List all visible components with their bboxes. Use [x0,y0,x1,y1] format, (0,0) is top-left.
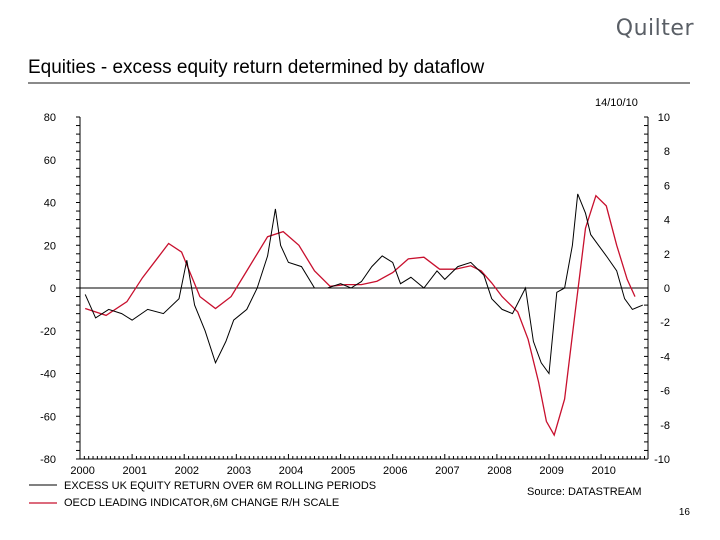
right-axis-tick-label: 6 [664,180,670,192]
series-line-oecd-leading-indicator [84,194,636,437]
right-axis-tick-label: 8 [664,146,670,158]
left-axis-tick-label: 20 [44,240,56,252]
bottom-axis-tick-label: 2005 [331,465,355,477]
right-axis-tick-label: -4 [660,351,670,363]
bottom-axis-tick-label: 2010 [591,465,615,477]
right-axis-tick-label: 10 [658,112,670,124]
left-axis-tick-label: -60 [40,411,56,423]
bottom-axis-tick-label: 2001 [122,465,146,477]
bottom-axis-tick-labels: 2000 2001 2002 2003 2004 2005 2006 2007 2008 2009… [70,465,616,477]
bottom-axis-tick-label: 2004 [279,465,303,477]
right-axis-tick-label: -8 [660,420,670,432]
left-axis-tick-label: 60 [44,155,56,167]
left-axis-tick-label: -80 [40,454,56,466]
brand-logo: Quilter [615,16,694,41]
right-axis-tick-label: -10 [654,454,670,466]
bottom-axis-tick-label: 2007 [435,465,459,477]
left-axis-tick-label: 0 [50,283,56,295]
legend-label-oecd-indicator: OECD LEADING INDICATOR,6M CHANGE R/H SCA… [64,497,339,509]
bottom-axis-tick-label: 2009 [539,465,563,477]
right-axis-tick-label: 0 [664,283,670,295]
left-axis-tick-label: 80 [44,112,56,124]
slide-title: Equities - excess equity return determin… [28,57,485,78]
left-axis-tick-labels: 80 60 40 20 0 -20 -40 -60 -80 [40,112,56,466]
bottom-axis-tick-label: 2000 [70,465,94,477]
bottom-axis-tick-label: 2003 [227,465,251,477]
series-line-excess-equity-return [84,193,643,375]
bottom-axis-tick-label: 2006 [383,465,407,477]
left-axis-tick-label: 40 [44,198,56,210]
bottom-axis-minor-ticks [79,454,646,459]
right-axis-tick-label: 2 [664,249,670,261]
bottom-axis-tick-label: 2008 [487,465,511,477]
chart-date-label: 14/10/10 [595,97,638,109]
right-axis-tick-label: -2 [660,317,670,329]
right-axis-minor-ticks [644,116,648,460]
right-axis-tick-label: 4 [664,215,670,227]
left-axis-tick-label: -40 [40,369,56,381]
legend-label-excess-return: EXCESS UK EQUITY RETURN OVER 6M ROLLING … [64,480,376,492]
left-axis-minor-ticks [76,116,80,460]
title-rule [28,82,690,84]
page-number: 16 [678,507,690,518]
bottom-axis-tick-label: 2002 [175,465,199,477]
left-axis-tick-label: -20 [40,326,56,338]
right-axis-tick-label: -6 [660,386,670,398]
right-axis-tick-labels: 10 8 6 4 2 0 -2 -4 -6 -8 -10 [654,112,670,466]
chart-source-label: Source: DATASTREAM [527,486,642,498]
